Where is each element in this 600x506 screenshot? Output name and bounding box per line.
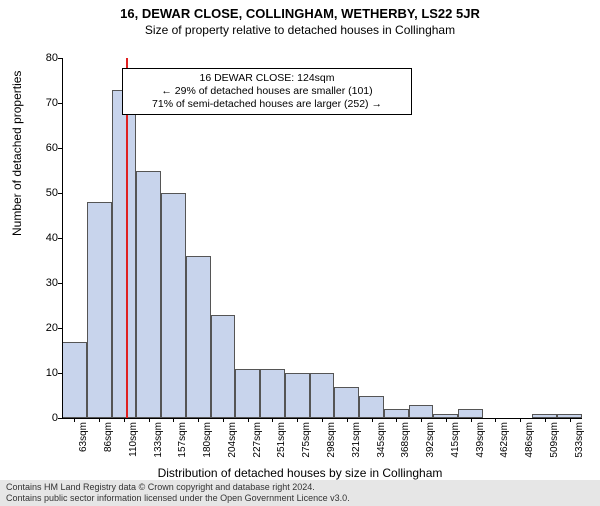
x-tick-mark — [99, 418, 100, 422]
y-tick-mark — [58, 103, 62, 104]
y-tick-mark — [58, 238, 62, 239]
histogram-bar — [161, 193, 186, 418]
x-tick-label: 439sqm — [475, 422, 486, 458]
x-tick-mark — [545, 418, 546, 422]
x-tick-mark — [149, 418, 150, 422]
x-tick-mark — [446, 418, 447, 422]
chart-title: 16, DEWAR CLOSE, COLLINGHAM, WETHERBY, L… — [0, 6, 600, 21]
x-tick-mark — [471, 418, 472, 422]
y-tick-mark — [58, 328, 62, 329]
x-tick-mark — [372, 418, 373, 422]
y-tick-mark — [58, 193, 62, 194]
x-tick-label: 180sqm — [202, 422, 213, 458]
y-tick-mark — [58, 418, 62, 419]
x-tick-label: 509sqm — [549, 422, 560, 458]
x-tick-label: 110sqm — [128, 422, 139, 457]
y-tick-label: 70 — [28, 97, 58, 109]
x-tick-label: 533sqm — [574, 422, 585, 458]
x-tick-mark — [173, 418, 174, 422]
x-tick-mark — [272, 418, 273, 422]
y-axis-label: Number of detached properties — [10, 71, 24, 236]
x-tick-mark — [396, 418, 397, 422]
histogram-bar — [260, 369, 285, 419]
histogram-bar — [409, 405, 434, 419]
x-tick-label: 204sqm — [227, 422, 238, 458]
annotation-line3: 71% of semi-detached houses are larger (… — [129, 98, 405, 111]
x-tick-label: 157sqm — [177, 422, 188, 458]
y-tick-mark — [58, 148, 62, 149]
y-tick-label: 80 — [28, 52, 58, 64]
annotation-box: 16 DEWAR CLOSE: 124sqm← 29% of detached … — [122, 68, 412, 115]
y-tick-label: 10 — [28, 367, 58, 379]
y-tick-label: 60 — [28, 142, 58, 154]
x-axis-label: Distribution of detached houses by size … — [0, 466, 600, 480]
x-tick-label: 345sqm — [376, 422, 387, 458]
y-tick-label: 50 — [28, 187, 58, 199]
x-tick-mark — [248, 418, 249, 422]
histogram-bar — [186, 256, 211, 418]
histogram-bar — [359, 396, 384, 419]
x-tick-mark — [124, 418, 125, 422]
x-tick-mark — [223, 418, 224, 422]
histogram-bar — [458, 409, 483, 418]
annotation-line1: 16 DEWAR CLOSE: 124sqm — [129, 72, 405, 85]
footer-attribution: Contains HM Land Registry data © Crown c… — [0, 480, 600, 506]
footer-line2: Contains public sector information licen… — [6, 493, 594, 504]
x-tick-label: 275sqm — [301, 422, 312, 458]
x-tick-mark — [520, 418, 521, 422]
x-tick-label: 227sqm — [252, 422, 263, 458]
x-tick-mark — [347, 418, 348, 422]
y-tick-label: 30 — [28, 277, 58, 289]
footer-line1: Contains HM Land Registry data © Crown c… — [6, 482, 594, 493]
x-tick-label: 321sqm — [351, 422, 362, 458]
histogram-bar — [310, 373, 335, 418]
histogram-bar — [87, 202, 112, 418]
histogram-bar — [136, 171, 161, 419]
y-tick-mark — [58, 373, 62, 374]
x-tick-mark — [198, 418, 199, 422]
x-tick-mark — [297, 418, 298, 422]
histogram-bar — [384, 409, 409, 418]
histogram-bar — [285, 373, 310, 418]
x-tick-label: 486sqm — [524, 422, 535, 458]
x-tick-label: 392sqm — [425, 422, 436, 458]
chart-subtitle: Size of property relative to detached ho… — [0, 23, 600, 37]
histogram-bar — [334, 387, 359, 419]
x-tick-mark — [322, 418, 323, 422]
x-tick-label: 133sqm — [153, 422, 164, 458]
y-tick-mark — [58, 58, 62, 59]
annotation-line2: ← 29% of detached houses are smaller (10… — [129, 85, 405, 98]
x-tick-label: 415sqm — [450, 422, 461, 458]
x-tick-mark — [495, 418, 496, 422]
histogram-bar — [235, 369, 260, 419]
x-tick-label: 298sqm — [326, 422, 337, 458]
x-tick-label: 63sqm — [78, 422, 89, 452]
chart-area: 0102030405060708063sqm86sqm110sqm133sqm1… — [62, 58, 582, 418]
x-tick-label: 251sqm — [276, 422, 287, 458]
x-tick-label: 86sqm — [103, 422, 114, 452]
y-axis-line — [62, 58, 63, 418]
x-tick-label: 368sqm — [400, 422, 411, 458]
y-tick-mark — [58, 283, 62, 284]
x-tick-mark — [74, 418, 75, 422]
y-tick-label: 0 — [28, 412, 58, 424]
x-tick-mark — [421, 418, 422, 422]
x-tick-mark — [570, 418, 571, 422]
histogram-bar — [62, 342, 87, 419]
x-tick-label: 462sqm — [499, 422, 510, 458]
y-tick-label: 40 — [28, 232, 58, 244]
y-tick-label: 20 — [28, 322, 58, 334]
histogram-bar — [112, 90, 137, 419]
histogram-bar — [211, 315, 236, 419]
